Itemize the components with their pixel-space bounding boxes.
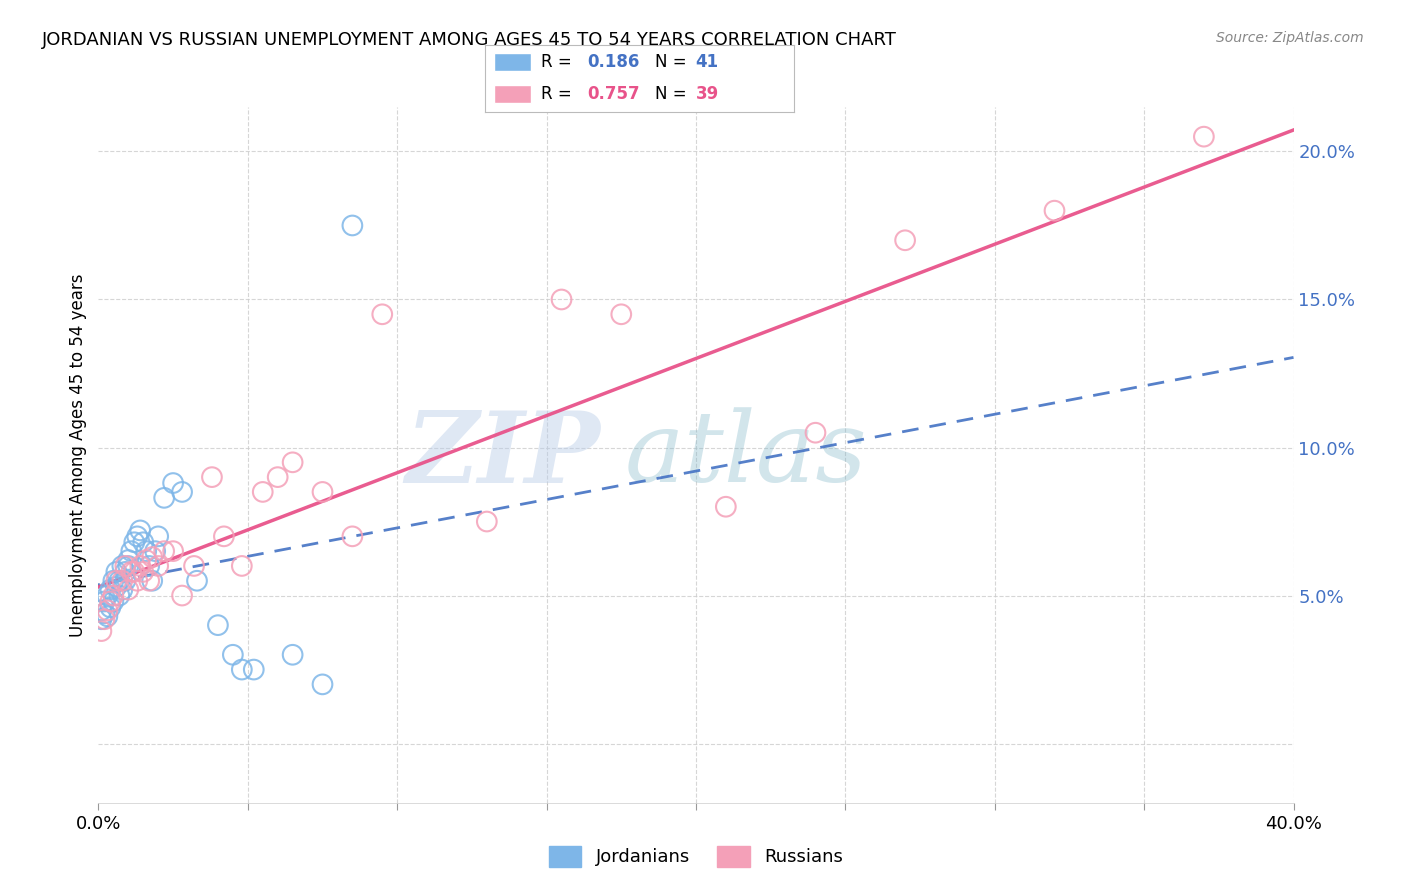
Text: N =: N = — [655, 53, 692, 71]
Point — [111, 558, 134, 573]
Point — [117, 582, 139, 597]
Point — [172, 589, 194, 603]
Point — [103, 574, 125, 588]
Point — [120, 544, 142, 558]
Point — [100, 594, 122, 608]
Point — [153, 544, 176, 558]
Point — [138, 574, 160, 588]
Point — [108, 589, 131, 603]
Point — [117, 558, 139, 573]
Point — [93, 607, 115, 621]
Text: N =: N = — [655, 85, 692, 103]
Point — [117, 553, 139, 567]
Point — [281, 648, 304, 662]
Point — [90, 612, 112, 626]
Point — [143, 544, 166, 558]
Point — [135, 553, 157, 567]
Point — [231, 663, 253, 677]
Bar — [495, 53, 531, 71]
Text: JORDANIAN VS RUSSIAN UNEMPLOYMENT AMONG AGES 45 TO 54 YEARS CORRELATION CHART: JORDANIAN VS RUSSIAN UNEMPLOYMENT AMONG … — [42, 31, 897, 49]
Point — [1043, 203, 1066, 218]
Bar — [495, 85, 531, 103]
Point — [550, 293, 572, 307]
Point — [120, 565, 142, 579]
Text: 0.186: 0.186 — [588, 53, 640, 71]
Text: atlas: atlas — [624, 408, 868, 502]
Point — [222, 648, 245, 662]
Point — [103, 589, 125, 603]
Point — [148, 529, 170, 543]
Point — [281, 455, 304, 469]
Point — [243, 663, 266, 677]
Point — [311, 484, 333, 499]
Point — [252, 484, 274, 499]
Point — [127, 529, 149, 543]
Point — [124, 535, 146, 549]
Point — [267, 470, 290, 484]
Point — [183, 558, 205, 573]
Point — [105, 565, 128, 579]
Point — [124, 565, 146, 579]
Point — [129, 558, 152, 573]
Point — [207, 618, 229, 632]
Point — [153, 491, 176, 505]
Y-axis label: Unemployment Among Ages 45 to 54 years: Unemployment Among Ages 45 to 54 years — [69, 273, 87, 637]
Text: ZIP: ZIP — [405, 407, 600, 503]
Point — [114, 565, 136, 579]
Point — [111, 574, 134, 588]
Point — [172, 484, 194, 499]
Point — [148, 558, 170, 573]
Point — [108, 574, 131, 588]
Text: 39: 39 — [696, 85, 718, 103]
Point — [162, 476, 184, 491]
Point — [138, 558, 160, 573]
Text: Source: ZipAtlas.com: Source: ZipAtlas.com — [1216, 31, 1364, 45]
Point — [103, 594, 125, 608]
Point — [114, 574, 136, 588]
Point — [105, 574, 128, 588]
Point — [231, 558, 253, 573]
Point — [127, 574, 149, 588]
Point — [201, 470, 224, 484]
Point — [93, 594, 115, 608]
Point — [804, 425, 827, 440]
Point — [114, 558, 136, 573]
Point — [100, 582, 122, 597]
Point — [96, 603, 118, 617]
Point — [90, 603, 112, 617]
Point — [610, 307, 633, 321]
Point — [1192, 129, 1215, 144]
Text: R =: R = — [541, 85, 576, 103]
Point — [111, 582, 134, 597]
Point — [90, 624, 112, 638]
Legend: Jordanians, Russians: Jordanians, Russians — [541, 838, 851, 874]
Point — [105, 580, 128, 594]
Point — [475, 515, 498, 529]
Text: R =: R = — [541, 53, 576, 71]
Point — [311, 677, 333, 691]
Text: 0.757: 0.757 — [588, 85, 640, 103]
Point — [141, 574, 163, 588]
Point — [186, 574, 208, 588]
Point — [93, 612, 115, 626]
Point — [100, 600, 122, 615]
Point — [129, 524, 152, 538]
Point — [162, 544, 184, 558]
Point — [342, 219, 364, 233]
Point — [96, 589, 118, 603]
Point — [132, 535, 155, 549]
Point — [714, 500, 737, 514]
Point — [894, 233, 917, 247]
Text: 41: 41 — [696, 53, 718, 71]
Point — [132, 565, 155, 579]
Point — [135, 544, 157, 558]
Point — [212, 529, 235, 543]
Point — [371, 307, 394, 321]
Point — [141, 550, 163, 565]
Point — [342, 529, 364, 543]
Point — [96, 609, 118, 624]
